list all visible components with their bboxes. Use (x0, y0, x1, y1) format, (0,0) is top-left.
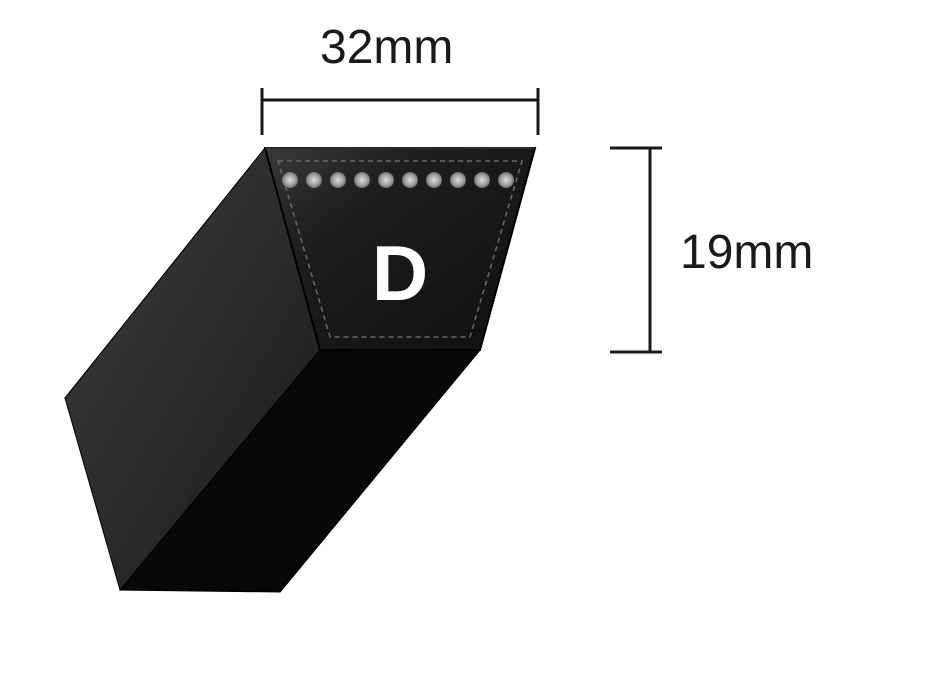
belt-type-letter: D (372, 229, 428, 317)
height-dimension-bracket (610, 148, 662, 352)
diagram-container: 32mm 19mm (0, 0, 933, 700)
width-dimension-bracket (262, 88, 538, 135)
belt-diagram-svg: D (0, 0, 933, 700)
